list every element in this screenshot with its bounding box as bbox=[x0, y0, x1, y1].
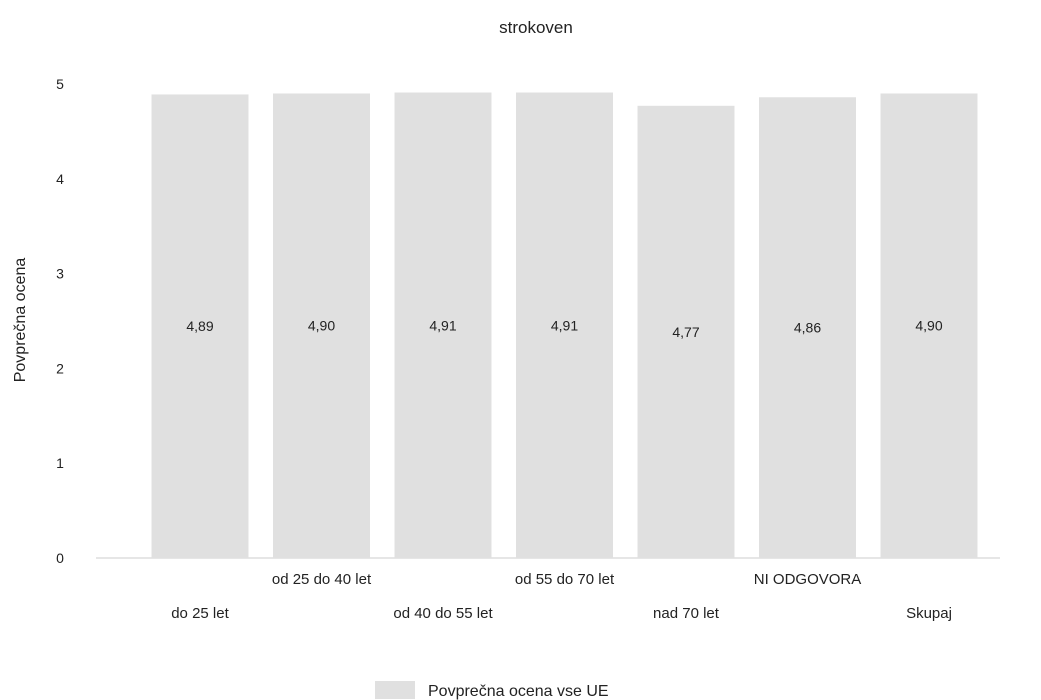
category-labels: do 25 let od 25 do 40 let od 40 do 55 let o… bbox=[171, 571, 952, 622]
data-label: 4,91 bbox=[429, 317, 456, 333]
category-label: nad 70 let bbox=[653, 605, 720, 622]
bar bbox=[880, 93, 978, 558]
bar bbox=[151, 94, 249, 558]
category-label: NI ODGOVORA bbox=[754, 571, 862, 588]
data-label: 4,90 bbox=[308, 318, 335, 334]
legend: Povprečna ocena vse UE bbox=[375, 681, 609, 700]
data-label: 4,90 bbox=[915, 318, 942, 334]
bar bbox=[394, 92, 492, 559]
data-label: 4,86 bbox=[794, 320, 821, 336]
category-label: Skupaj bbox=[906, 605, 952, 622]
bar bbox=[759, 97, 856, 558]
data-labels: 4,89 4,90 4,91 4,91 4,77 4,86 4,90 bbox=[186, 317, 942, 340]
chart-title: strokoven bbox=[499, 18, 573, 37]
bar bbox=[516, 92, 613, 559]
legend-swatch bbox=[375, 681, 415, 699]
y-tick-label: 3 bbox=[56, 266, 64, 282]
y-axis-ticks: 0 1 2 3 4 5 bbox=[56, 76, 64, 566]
y-tick-label: 4 bbox=[56, 171, 64, 187]
bar bbox=[637, 105, 735, 558]
category-label: od 40 do 55 let bbox=[393, 605, 493, 622]
y-tick-label: 2 bbox=[56, 360, 64, 376]
category-label: od 55 do 70 let bbox=[515, 571, 615, 588]
data-label: 4,91 bbox=[551, 317, 578, 333]
bar bbox=[273, 93, 370, 558]
data-label: 4,89 bbox=[186, 318, 213, 334]
y-axis-label: Povprečna ocena bbox=[12, 258, 29, 383]
bars bbox=[151, 92, 978, 559]
y-tick-label: 1 bbox=[56, 455, 64, 471]
legend-label: Povprečna ocena vse UE bbox=[428, 683, 609, 700]
category-label: do 25 let bbox=[171, 605, 229, 622]
y-tick-label: 5 bbox=[56, 76, 64, 92]
data-label: 4,77 bbox=[672, 324, 699, 340]
category-label: od 25 do 40 let bbox=[272, 571, 372, 588]
y-tick-label: 0 bbox=[56, 550, 64, 566]
